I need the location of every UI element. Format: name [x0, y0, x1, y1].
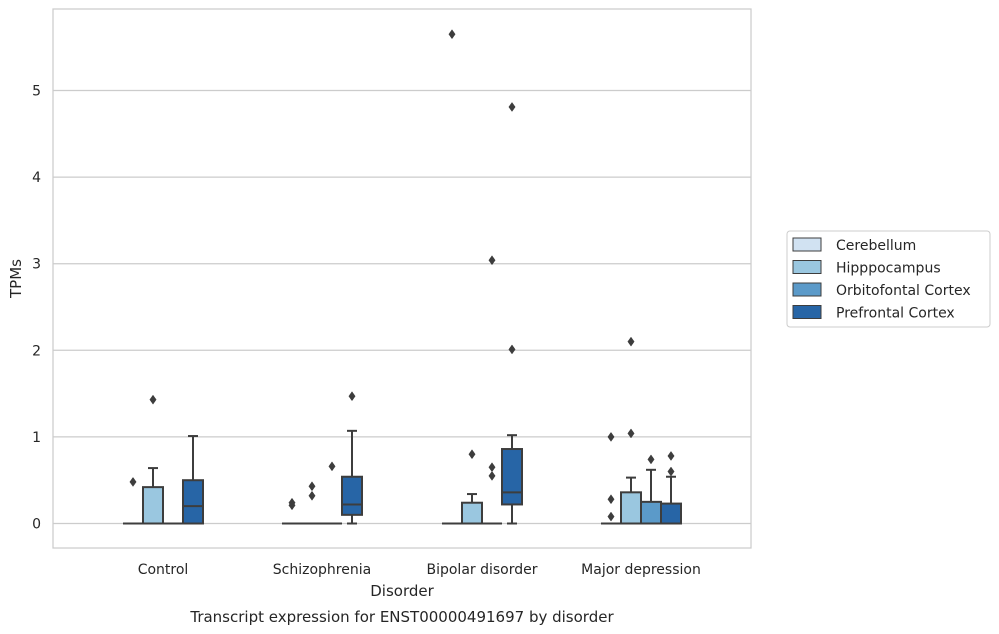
box-body — [461, 501, 483, 525]
outlier-point — [468, 449, 476, 460]
outlier-point — [448, 29, 456, 40]
x-axis-title: Disorder — [370, 582, 434, 600]
box-body — [501, 448, 523, 506]
outlier-point — [647, 454, 655, 465]
legend-label: Hipppocampus — [836, 261, 941, 277]
box-1-2 — [461, 449, 483, 525]
outlier-point — [328, 461, 336, 472]
series-hipppocampus — [142, 336, 642, 525]
y-tick-label: 2 — [32, 343, 41, 359]
series-cerebellum — [123, 29, 621, 525]
plot-area-frame — [52, 8, 752, 549]
outlier-point — [488, 255, 496, 266]
box-2-2 — [482, 255, 502, 525]
outlier-point — [607, 431, 615, 442]
legend-swatch — [792, 282, 822, 297]
x-axis-ticks: Control Schizophrenia Bipolar disorder Majo… — [138, 562, 701, 578]
box-body — [142, 486, 164, 525]
box-body — [660, 502, 682, 525]
x-tick-label: Major depression — [581, 562, 701, 578]
y-axis-ticks: 0 1 2 3 4 5 — [32, 84, 41, 533]
box-2-3 — [640, 454, 662, 525]
outlier-point — [348, 391, 356, 402]
legend-swatch — [792, 305, 822, 319]
box-0-1 — [282, 497, 302, 525]
grid-lines — [53, 89, 751, 525]
outlier-point — [129, 477, 137, 487]
outlier-point — [607, 511, 615, 522]
x-tick-label: Bipolar disorder — [426, 562, 537, 578]
box-0-0 — [123, 477, 143, 525]
outlier-point — [508, 344, 516, 355]
box-1-0 — [142, 394, 164, 525]
outlier-point — [508, 102, 516, 112]
box-1-3 — [620, 336, 642, 525]
chart-legend: Cerebellum Hipppocampus Orbitofontal Corte… — [786, 230, 991, 328]
box-0-3 — [601, 431, 621, 525]
x-tick-label: Schizophrenia — [273, 562, 371, 578]
y-tick-label: 3 — [32, 257, 41, 273]
outlier-point — [308, 481, 316, 492]
legend-swatch — [792, 260, 822, 274]
series-orbitofontal-cortex — [163, 255, 662, 525]
y-tick-label: 5 — [32, 84, 41, 100]
legend-swatch — [792, 237, 822, 252]
x-tick-label: Control — [138, 562, 189, 578]
legend-label: Cerebellum — [836, 238, 916, 254]
outlier-point — [607, 494, 615, 505]
box-2-1 — [322, 461, 342, 525]
y-axis-title: TPMs — [7, 259, 25, 299]
series-prefrontal-cortex — [182, 102, 682, 525]
outlier-point — [667, 451, 675, 461]
outlier-point — [627, 428, 635, 439]
outlier-point — [288, 497, 296, 508]
y-tick-label: 4 — [32, 170, 41, 186]
box-body — [341, 475, 363, 516]
outlier-point — [627, 336, 635, 347]
box-3-1 — [341, 391, 363, 525]
box-3-2 — [501, 102, 523, 525]
legend-label: Prefrontal Cortex — [836, 306, 955, 322]
outlier-point — [488, 470, 496, 481]
box-body — [640, 500, 662, 525]
chart-caption: Transcript expression for ENST0000049169… — [189, 608, 614, 626]
y-tick-label: 0 — [32, 517, 41, 533]
box-body — [620, 491, 642, 525]
outlier-point — [308, 490, 316, 501]
outlier-point — [488, 462, 496, 473]
legend-frame — [786, 230, 991, 328]
box-3-3 — [660, 451, 682, 525]
box-1-1 — [302, 481, 322, 525]
box-3-0 — [182, 435, 204, 525]
box-series — [123, 29, 682, 525]
box-body — [182, 479, 204, 525]
y-tick-label: 1 — [32, 430, 41, 446]
legend-label: Orbitofontal Cortex — [836, 283, 971, 299]
outlier-point — [667, 466, 675, 477]
outlier-point — [149, 394, 157, 405]
box-0-2 — [442, 29, 462, 525]
